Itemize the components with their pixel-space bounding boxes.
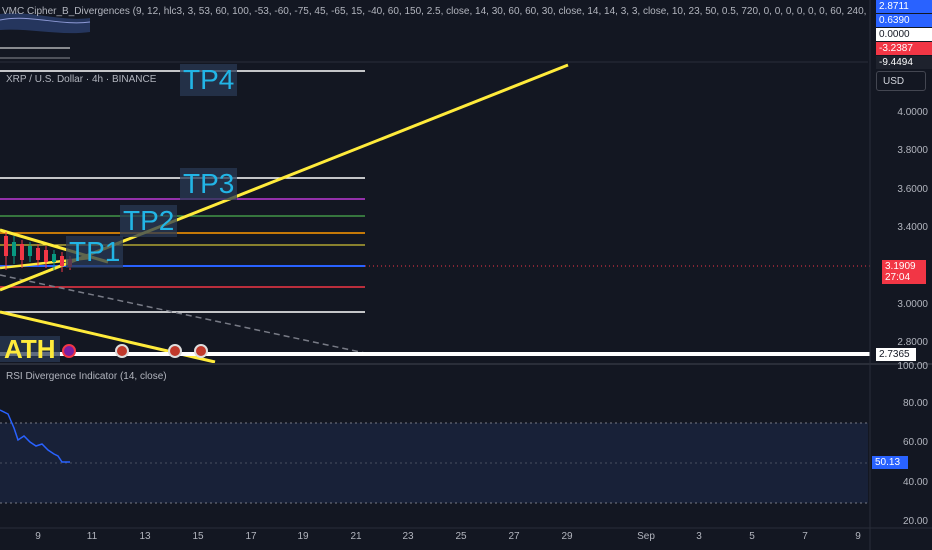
time-axis-label: 5 (749, 531, 755, 542)
time-axis-label: 23 (402, 531, 414, 542)
current-price-value: 3.1909 (885, 261, 916, 272)
top-indicator-axis: 2.8711 0.6390 0.0000 -3.2387 -9.4494 (870, 0, 932, 70)
rsi-axis-label: 20.00 (902, 516, 928, 527)
rsi-axis-label: 80.00 (902, 398, 928, 409)
axis-value: 0.6390 (876, 14, 932, 27)
price-axis-label: 3.0000 (897, 299, 928, 310)
time-axis-label: 19 (297, 531, 309, 542)
time-axis-label: Sep (637, 531, 655, 542)
price-axis-label: 2.8000 (897, 337, 928, 348)
tp3-label[interactable]: TP3 (180, 168, 238, 200)
rsi-axis-label: 100.00 (897, 361, 928, 372)
candles (4, 232, 72, 272)
time-axis-label: 3 (696, 531, 702, 542)
us-flag-icon[interactable] (194, 344, 208, 358)
rsi-axis-label: 60.00 (902, 437, 928, 448)
tp4-label[interactable]: TP4 (180, 64, 238, 96)
time-axis-label: 15 (192, 531, 204, 542)
axis-value: 2.8711 (876, 0, 932, 13)
tp2-label[interactable]: TP2 (120, 205, 178, 237)
indicator-label[interactable]: VMC Cipher_B_Divergences (9, 12, hlc3, 3… (2, 6, 868, 17)
ath-price-tag: 2.7365 (876, 348, 916, 361)
tp1-label[interactable]: TP1 (66, 236, 124, 268)
time-axis-label: 13 (139, 531, 151, 542)
time-axis-label: 25 (455, 531, 467, 542)
dashed-support-line (0, 274, 366, 354)
rsi-label[interactable]: RSI Divergence Indicator (14, close) (6, 371, 167, 382)
time-axis-label: 29 (561, 531, 573, 542)
ath-label[interactable]: ATH (0, 336, 60, 362)
time-axis-label: 11 (86, 531, 98, 542)
us-flag-icon[interactable] (168, 344, 182, 358)
rsi-band (0, 423, 868, 503)
price-axis-label: 3.6000 (897, 184, 928, 195)
bar-countdown: 27:04 (885, 272, 911, 283)
price-axis-label: 4.0000 (897, 107, 928, 118)
symbol-label: XRP / U.S. Dollar · 4h · BINANCE (6, 74, 157, 85)
time-axis-label: 9 (855, 531, 861, 542)
time-axis-label: 21 (350, 531, 362, 542)
time-axis-label: 9 (35, 531, 41, 542)
price-axis-label: 3.4000 (897, 222, 928, 233)
lightning-icon[interactable] (62, 344, 76, 358)
currency-button[interactable]: USD (876, 71, 926, 91)
price-axis-label: 3.8000 (897, 145, 928, 156)
rsi-current-tag: 50.13 (872, 456, 908, 469)
us-flag-icon[interactable] (115, 344, 129, 358)
time-axis-label: 17 (245, 531, 257, 542)
axis-value: -9.4494 (876, 56, 932, 69)
current-price-tag: 3.1909 27:04 (882, 260, 926, 284)
axis-value: 0.0000 (876, 28, 932, 41)
time-axis-label: 7 (802, 531, 808, 542)
rsi-axis-label: 40.00 (902, 477, 928, 488)
rsi-line (0, 409, 70, 463)
time-axis-label: 27 (508, 531, 520, 542)
axis-value: -3.2387 (876, 42, 932, 55)
